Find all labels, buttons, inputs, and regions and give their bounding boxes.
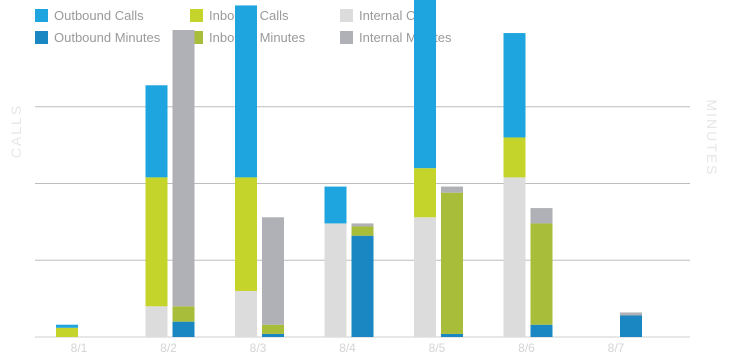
x-tick-labels: 8/1 8/2 8/3 8/4 8/5 8/6 8/7	[71, 341, 625, 355]
legend-swatch	[340, 30, 353, 44]
y-axis-title-right: MINUTES	[704, 100, 720, 177]
bar-internal-calls-8-2	[145, 306, 168, 337]
bar-internal-minutes-8-6	[530, 208, 553, 224]
bar-outbound-calls-8-4	[324, 186, 347, 224]
bar-internal-calls-8-3	[235, 290, 257, 337]
legend-swatch	[35, 30, 48, 44]
legend-label: Outbound Calls	[54, 7, 144, 23]
bar-internal-minutes-8-2	[172, 30, 195, 307]
x-tick-label: 8/6	[518, 341, 535, 355]
bar-outbound-minutes-8-2	[172, 321, 195, 337]
x-tick-label: 8/2	[160, 341, 177, 355]
bar-outbound-minutes-8-3	[262, 333, 284, 337]
bar-inbound-minutes-8-4	[351, 226, 374, 236]
bar-internal-calls-8-6	[503, 177, 526, 337]
legend-item-outbound-calls: Outbound Calls	[35, 6, 144, 24]
x-tick-label: 8/3	[250, 341, 267, 355]
x-tick-label: 8/5	[429, 341, 446, 355]
bar-internal-minutes-8-3	[262, 217, 284, 325]
x-tick-label: 8/7	[608, 341, 625, 355]
bar-inbound-minutes-8-2	[172, 306, 195, 322]
legend-item-outbound-minutes: Outbound Minutes	[35, 28, 160, 46]
bar-outbound-minutes-8-5	[441, 333, 463, 337]
bar-internal-minutes-8-5	[441, 186, 463, 193]
bar-inbound-calls-8-5	[414, 168, 436, 218]
x-tick-label: 8/4	[339, 341, 356, 355]
bar-outbound-minutes-8-6	[530, 324, 553, 337]
legend-swatch	[340, 8, 353, 22]
bar-inbound-calls-8-3	[235, 177, 257, 291]
legend-label: Outbound Minutes	[54, 29, 161, 45]
bar-inbound-calls-8-1	[56, 327, 78, 337]
bar-internal-calls-8-5	[414, 217, 436, 337]
bar-internal-minutes-8-7	[620, 312, 642, 316]
y-axis-title-left: CALLS	[8, 104, 24, 158]
bar-internal-minutes-8-4	[351, 223, 374, 227]
bar-outbound-calls-8-3	[235, 5, 257, 178]
legend-label: Inbound Minutes	[209, 29, 306, 45]
bar-inbound-minutes-8-6	[530, 223, 553, 325]
bars	[56, 0, 642, 337]
bar-outbound-calls-8-5	[414, 0, 436, 169]
bar-outbound-minutes-8-4	[351, 235, 374, 337]
bar-outbound-calls-8-6	[503, 33, 526, 138]
legend-swatch	[190, 8, 203, 22]
bar-internal-calls-8-4	[324, 223, 347, 337]
bar-outbound-minutes-8-7	[620, 315, 642, 337]
x-tick-label: 8/1	[71, 341, 88, 355]
bar-inbound-minutes-8-3	[262, 324, 284, 334]
bar-inbound-calls-8-2	[145, 177, 168, 307]
legend-swatch	[35, 8, 48, 22]
bar-inbound-minutes-8-5	[441, 192, 463, 334]
bar-inbound-calls-8-6	[503, 137, 526, 178]
bar-outbound-calls-8-2	[145, 85, 168, 178]
bar-outbound-calls-8-1	[56, 324, 78, 328]
